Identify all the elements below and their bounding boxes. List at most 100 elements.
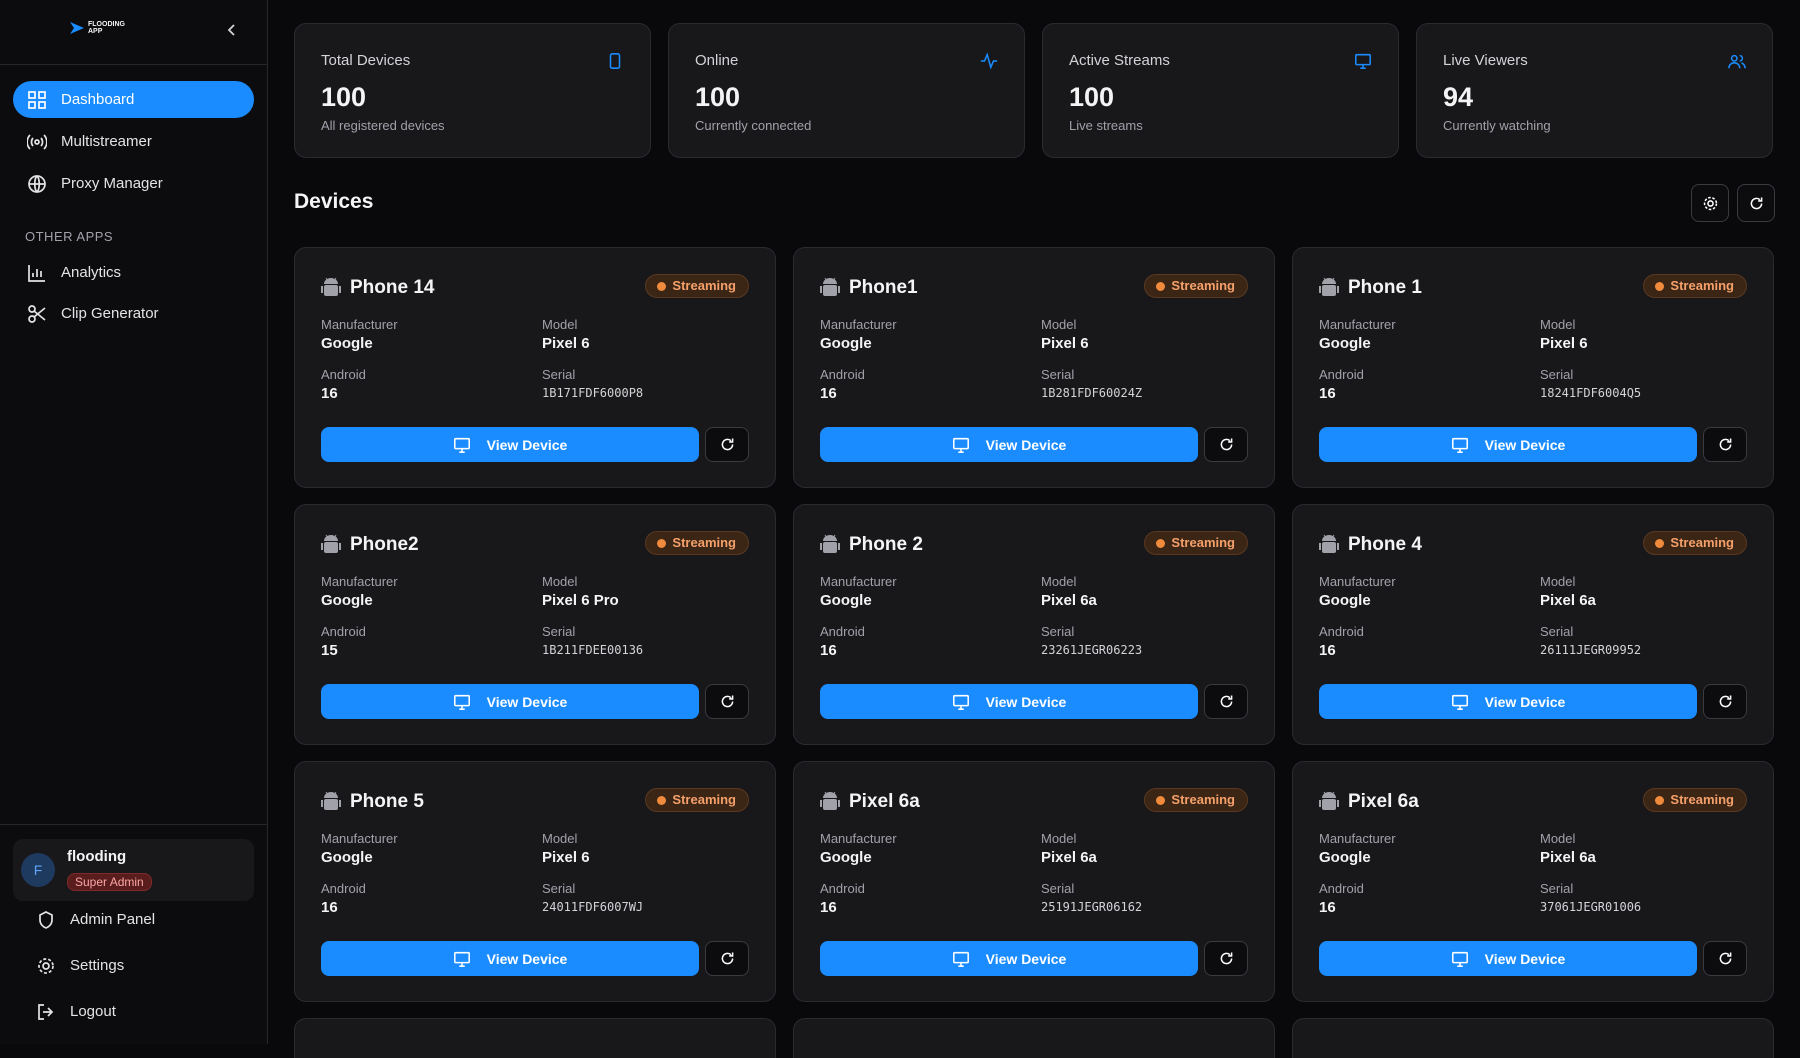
field-label: Model — [542, 831, 578, 846]
view-button[interactable]: View Device — [820, 684, 1198, 719]
field-value: 16 — [820, 642, 837, 659]
collapse-button[interactable] — [226, 23, 238, 37]
nav-settings[interactable]: Settings — [22, 947, 263, 984]
field-value: 18241FDF6004Q5 — [1540, 386, 1642, 400]
status-badge: Streaming — [1144, 788, 1248, 812]
device-name: Phone 2 — [849, 534, 923, 555]
stat-label: Total Devices — [321, 52, 411, 69]
refresh-button[interactable] — [705, 684, 749, 719]
nav-proxy[interactable]: Proxy Manager — [13, 165, 254, 202]
field-label: Android — [820, 367, 865, 382]
field-value: Pixel 6a — [1041, 849, 1097, 866]
view-button[interactable]: View Device — [321, 941, 699, 976]
view-button[interactable]: View Device — [321, 684, 699, 719]
android-icon — [820, 277, 840, 299]
nav-logout[interactable]: Logout — [22, 993, 263, 1030]
nav-dashboard[interactable]: Dashboard — [13, 81, 254, 118]
device-name: Phone2 — [350, 534, 419, 555]
field-label: Android — [321, 367, 366, 382]
device-card[interactable]: Pixel 6a Streaming Manufacturer Google Model… — [793, 761, 1275, 1002]
nav-analytics[interactable]: Analytics — [13, 254, 254, 291]
nav-clip[interactable]: Clip Generator — [13, 295, 254, 332]
view-button[interactable]: View Device — [321, 427, 699, 462]
field-value: Pixel 6 — [542, 849, 590, 866]
button-label: View Device — [486, 950, 568, 967]
refresh-button[interactable] — [1703, 941, 1747, 976]
field-value: Pixel 6 — [1540, 335, 1588, 352]
android-icon — [820, 534, 840, 556]
device-card[interactable]: Phone 5 Streaming Manufacturer Google Model P… — [294, 761, 776, 1002]
user-role: Super Admin — [67, 873, 152, 891]
field-label: Manufacturer — [321, 317, 398, 332]
view-button[interactable]: View Device — [1319, 941, 1697, 976]
button-label: View Device — [985, 693, 1067, 710]
status-badge: Streaming — [645, 788, 749, 812]
refresh-button[interactable] — [1204, 684, 1248, 719]
refresh-button[interactable] — [1204, 941, 1248, 976]
field-label: Model — [1540, 317, 1576, 332]
field-value: Google — [321, 335, 373, 352]
device-name: Phone 14 — [350, 277, 435, 298]
status-badge: Streaming — [645, 531, 749, 555]
device-card[interactable]: Phone 4 Streaming Manufacturer Google Model P… — [1292, 504, 1774, 745]
refresh-button[interactable] — [1737, 184, 1775, 222]
view-button[interactable]: View Device — [820, 941, 1198, 976]
field-label: Serial — [1540, 367, 1574, 382]
android-icon — [321, 277, 341, 299]
field-label: Model — [542, 574, 578, 589]
field-value: Google — [321, 592, 373, 609]
device-card[interactable]: Pixel 6a Streaming Manufacturer Google Model… — [1292, 761, 1774, 1002]
refresh-button[interactable] — [1204, 427, 1248, 462]
device-name: Pixel 6a — [1348, 791, 1419, 812]
field-value: Pixel 6 Pro — [542, 592, 619, 609]
device-card[interactable]: Phone 1 Streaming Manufacturer Google Model P… — [1292, 247, 1774, 488]
field-label: Model — [1540, 574, 1576, 589]
device-card[interactable]: Phone 14 Streaming Manufacturer Google Model… — [294, 247, 776, 488]
field-value: Pixel 6a — [1540, 592, 1596, 609]
field-label: Manufacturer — [1319, 574, 1396, 589]
device-card[interactable]: Phone 2 Streaming Manufacturer Google Model P… — [793, 504, 1275, 745]
field-value: Google — [1319, 592, 1371, 609]
nav-label: Proxy Manager — [61, 175, 163, 192]
button-label: View Device — [985, 436, 1067, 453]
field-label: Model — [542, 317, 578, 332]
field-label: Model — [1041, 317, 1077, 332]
refresh-button[interactable] — [705, 941, 749, 976]
field-label: Model — [1540, 831, 1576, 846]
field-label: Android — [321, 881, 366, 896]
field-label: Model — [1041, 831, 1077, 846]
nav-multistreamer[interactable]: Multistreamer — [13, 123, 254, 160]
android-icon — [1319, 791, 1339, 813]
field-value: Google — [1319, 849, 1371, 866]
settings-button[interactable] — [1691, 184, 1729, 222]
field-value: 26111JEGR09952 — [1540, 643, 1642, 657]
refresh-button[interactable] — [1703, 427, 1747, 462]
view-button[interactable]: View Device — [1319, 427, 1697, 462]
user-card[interactable]: F flooding Super Admin — [13, 839, 254, 901]
button-label: View Device — [1484, 436, 1566, 453]
field-label: Manufacturer — [820, 574, 897, 589]
logo-text: FLOODING APP — [88, 21, 125, 35]
refresh-button[interactable] — [1703, 684, 1747, 719]
device-name: Phone1 — [849, 277, 918, 298]
field-value: 16 — [1319, 385, 1336, 402]
logo[interactable]: FLOODING APP — [68, 20, 125, 36]
view-button[interactable]: View Device — [820, 427, 1198, 462]
device-name: Phone 1 — [1348, 277, 1422, 298]
refresh-button[interactable] — [705, 427, 749, 462]
nav-admin[interactable]: Admin Panel — [22, 901, 263, 938]
field-label: Manufacturer — [321, 574, 398, 589]
status-badge: Streaming — [1144, 274, 1248, 298]
user-name: flooding — [67, 848, 127, 865]
view-button[interactable]: View Device — [1319, 684, 1697, 719]
field-value: Google — [321, 849, 373, 866]
device-card[interactable]: Phone2 Streaming Manufacturer Google Model Pi… — [294, 504, 776, 745]
field-value: 23261JEGR06223 — [1041, 643, 1143, 657]
section-title: OTHER APPS — [25, 229, 114, 244]
stat-sub: All registered devices — [321, 118, 445, 133]
field-label: Serial — [1041, 624, 1075, 639]
device-name: Phone 5 — [350, 791, 424, 812]
field-value: 37061JEGR01006 — [1540, 900, 1642, 914]
device-card[interactable]: Phone1 Streaming Manufacturer Google Model Pi… — [793, 247, 1275, 488]
